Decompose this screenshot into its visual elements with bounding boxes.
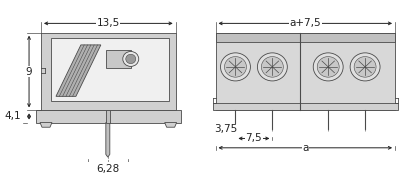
Circle shape xyxy=(313,53,343,81)
Text: a: a xyxy=(302,143,308,153)
Circle shape xyxy=(123,51,139,66)
Polygon shape xyxy=(216,33,395,110)
Circle shape xyxy=(224,57,246,77)
Text: 6,28: 6,28 xyxy=(96,164,120,173)
Text: 7,5: 7,5 xyxy=(246,133,262,143)
Text: a+7,5: a+7,5 xyxy=(290,18,321,28)
Polygon shape xyxy=(106,50,131,68)
Polygon shape xyxy=(165,122,177,127)
Circle shape xyxy=(126,54,136,64)
Polygon shape xyxy=(40,122,52,127)
Polygon shape xyxy=(212,103,398,110)
Circle shape xyxy=(258,53,287,81)
Text: 9: 9 xyxy=(26,67,32,77)
Text: 13,5: 13,5 xyxy=(97,18,120,28)
Circle shape xyxy=(317,57,339,77)
Circle shape xyxy=(261,57,283,77)
Circle shape xyxy=(220,53,250,81)
Polygon shape xyxy=(56,45,101,96)
Circle shape xyxy=(350,53,380,81)
Polygon shape xyxy=(106,122,110,157)
Polygon shape xyxy=(51,38,169,101)
Circle shape xyxy=(354,57,376,77)
Polygon shape xyxy=(41,33,176,110)
Text: 3,75: 3,75 xyxy=(214,124,237,134)
Polygon shape xyxy=(106,110,110,122)
Polygon shape xyxy=(216,33,395,42)
Text: 4,1: 4,1 xyxy=(4,111,21,121)
Polygon shape xyxy=(36,110,181,122)
